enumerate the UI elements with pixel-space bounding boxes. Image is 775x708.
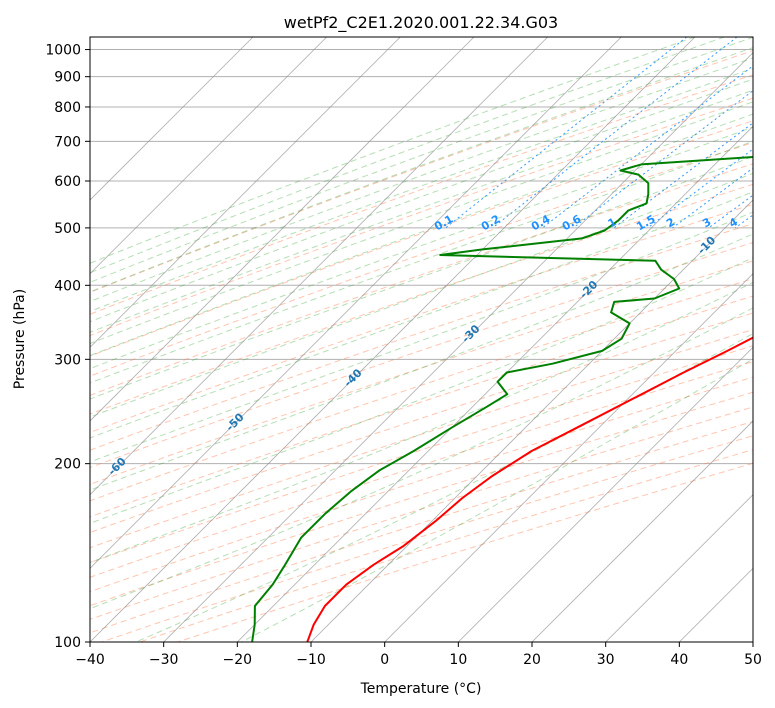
moist-adiabat: [90, 89, 753, 333]
isotherm-line: [90, 37, 622, 569]
x-axis-title: Temperature (°C): [360, 681, 482, 697]
moist-adiabat: [90, 37, 696, 264]
moist-adiabat: [90, 37, 725, 274]
y-axis-title: Pressure (hPa): [12, 289, 28, 389]
isotherm-line: [458, 346, 753, 642]
dry-adiabat: [90, 223, 753, 451]
moist-adiabat: [90, 57, 753, 303]
moist-adiabat: [90, 257, 753, 524]
isotherm-line: [90, 37, 401, 348]
mixing-ratio-line: [445, 37, 688, 229]
isotherm-line: [90, 37, 696, 642]
mixing-ratio-line: [613, 122, 753, 229]
moist-adiabat: [90, 233, 753, 491]
moist-adiabat: [90, 67, 753, 313]
dry-adiabat: [90, 183, 753, 415]
isotherm-line: [90, 37, 548, 496]
x-tick-label: 50: [744, 652, 762, 668]
isotherm-line: [310, 199, 753, 642]
isotherm-line: [90, 37, 475, 422]
y-axis: 100 200 300 400 500 600 700 800 900 1000: [45, 43, 90, 651]
moist-adiabat: [90, 113, 753, 357]
dry-adiabat: [90, 97, 753, 337]
chart-title: wetPf2_C2E1.2020.001.22.34.G03: [284, 13, 558, 33]
isotherm-line: [90, 37, 254, 201]
isotherms: [90, 37, 753, 642]
moist-adiabat: [90, 281, 753, 564]
isotherm-line: [163, 52, 753, 642]
pressure-gridlines: [90, 49, 753, 642]
x-tick-label: 20: [523, 652, 541, 668]
x-tick-label: 0: [380, 652, 389, 668]
dry-adiabat: [90, 391, 753, 607]
y-tick-label: 800: [54, 100, 81, 116]
y-tick-label: 100: [54, 635, 81, 651]
y-tick-label: 300: [54, 352, 81, 368]
x-tick-label: −20: [223, 652, 253, 668]
isotherm-line: [605, 494, 753, 642]
x-tick-label: −30: [149, 652, 179, 668]
dry-adiabat: [90, 329, 753, 549]
dry-adiabat: [90, 74, 753, 315]
x-axis: −40 −30 −20 −10 0 10 20 30 40 50: [75, 642, 762, 668]
isotherm-line: [384, 273, 753, 642]
x-tick-label: 40: [670, 652, 688, 668]
plot-area: -100-90-80-70-60-50-40-30-20-10010203040…: [90, 37, 753, 642]
x-tick-label: 10: [449, 652, 467, 668]
moist-adiabat: [90, 47, 753, 293]
y-tick-label: 1000: [45, 43, 81, 59]
x-tick-label: 30: [597, 652, 615, 668]
dry-adiabat: [90, 142, 753, 377]
dry-adiabat: [90, 50, 753, 293]
dewpoint-line: [251, 155, 753, 642]
moist-adiabat: [90, 172, 753, 418]
moist-adiabat: [90, 126, 753, 370]
y-tick-label: 900: [54, 70, 81, 86]
y-tick-label: 600: [54, 174, 81, 190]
isotherm-line: [90, 37, 327, 275]
moist-adiabat: [90, 78, 753, 323]
moist-adiabat: [241, 358, 753, 642]
y-tick-label: 500: [54, 221, 81, 237]
y-tick-label: 200: [54, 457, 81, 473]
isotherm-line: [531, 420, 753, 642]
moist-adiabat: [90, 156, 753, 400]
y-tick-label: 700: [54, 134, 81, 150]
plot-frame: [89, 36, 754, 643]
y-tick-label: 400: [54, 278, 81, 294]
temperature-line: [306, 336, 753, 642]
dry-adiabat: [90, 163, 753, 396]
dry-adiabat: [90, 312, 753, 534]
moist-adiabat: [90, 37, 753, 283]
x-tick-label: −10: [296, 652, 326, 668]
isotherm-line: [237, 125, 753, 642]
dry-adiabat: [90, 278, 753, 502]
sounding-series: [251, 155, 753, 642]
x-tick-label: −40: [75, 652, 105, 668]
moist-adiabat: [90, 211, 753, 463]
